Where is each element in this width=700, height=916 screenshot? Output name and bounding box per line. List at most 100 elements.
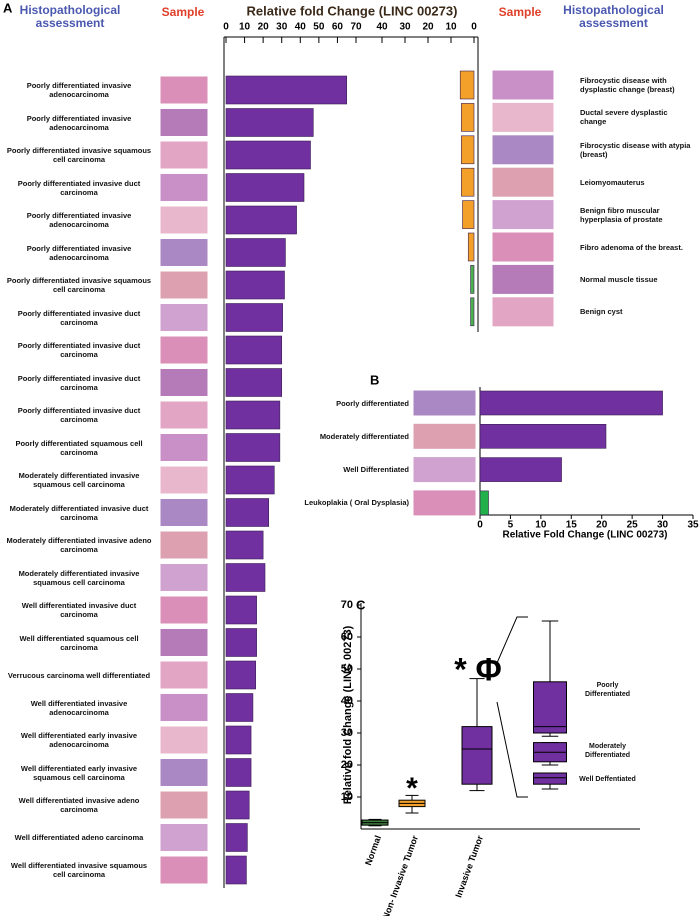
x-tick-label: 35: [687, 520, 699, 531]
bar: [225, 498, 270, 527]
bar: [461, 135, 475, 165]
bar: [225, 303, 283, 332]
category-label: Well differentiated invasive squamous ce…: [10, 861, 148, 879]
bar: [225, 530, 264, 560]
sample-image: [412, 489, 477, 517]
bar: [225, 725, 252, 755]
bar: [225, 465, 275, 495]
category-label: Fibrocystic disease with atypia (breast): [580, 140, 691, 159]
annotation: *: [406, 772, 418, 805]
y-tick-label: 20: [341, 759, 353, 771]
bar: [225, 693, 254, 722]
category-label: Poorly differentiated invasive adenocarc…: [26, 243, 132, 262]
sample-image: [159, 563, 209, 592]
sample-image: [412, 456, 477, 484]
sample-image: [159, 725, 209, 755]
y-tick-label: 60: [341, 631, 353, 643]
category-label: Poorly differentiated squamous cell carc…: [15, 438, 143, 457]
sample-image: [159, 433, 209, 462]
bar: [225, 595, 257, 625]
category-label: Moderately differentiated invasive squam…: [18, 471, 140, 489]
category-label: Moderately differentiated: [319, 431, 409, 441]
panel-label: B: [370, 372, 379, 387]
bar: [225, 660, 257, 690]
column-header: Sample: [162, 5, 205, 19]
x-tick-label: 5: [508, 520, 514, 531]
category-label: Poorly differentiated invasive duct carc…: [17, 178, 141, 197]
category-label: Well differentiated early invasive squam…: [20, 763, 138, 782]
sample-image: [491, 69, 555, 101]
x-tick-label: 50: [313, 22, 325, 33]
bar: [225, 140, 311, 170]
bar: [225, 108, 314, 137]
sample-image: [491, 101, 555, 133]
x-tick-label: 60: [332, 22, 344, 33]
category-label: Poorly differentiated invasive adenocarc…: [26, 211, 132, 229]
inset-label: Well Deffentiated: [579, 775, 636, 783]
category-label: Well differentiated invasive duct carcin…: [21, 601, 137, 619]
bar: [479, 423, 607, 449]
bar: [225, 823, 248, 852]
bar: [225, 270, 285, 300]
sample-image: [159, 790, 209, 820]
sample-image: [159, 758, 209, 787]
box: [461, 726, 493, 785]
category-label: Moderately differentiated invasive duct …: [9, 503, 149, 522]
sample-image: [159, 205, 209, 235]
column-header: Histopathological assessment: [19, 3, 121, 30]
x-tick-label: 30: [657, 520, 669, 531]
bar: [467, 232, 475, 262]
bar: [479, 457, 562, 482]
sample-image: [159, 108, 209, 137]
category-label: Poorly differentiated invasive duct carc…: [17, 308, 141, 327]
sample-image: [412, 389, 477, 417]
category-label: Ductal severe dysplastic change: [580, 108, 668, 127]
x-tick-label: 40: [295, 22, 307, 33]
panel-label: A: [3, 0, 13, 15]
category-label: Well differentiated invasive adenocarcin…: [30, 698, 128, 717]
sample-image: [159, 530, 209, 560]
y-axis-label: Relative fold Change (LINC 00273): [342, 625, 354, 804]
x-tick-label: 20: [596, 520, 608, 531]
bar: [225, 75, 348, 105]
category-label: Fibrocystic disease with dysplastic chan…: [580, 76, 675, 94]
sample-image: [159, 855, 209, 885]
category-label: Moderately differentiated invasive squam…: [18, 568, 140, 587]
sample-image: [159, 335, 209, 365]
sample-image: [491, 134, 555, 166]
x-tick-label: Invasive Tumor: [453, 834, 485, 899]
sample-image: [491, 296, 555, 328]
x-tick-label: 25: [627, 520, 639, 531]
annotation: * Φ: [454, 651, 502, 687]
category-label: Poorly differentiated invasive duct carc…: [17, 341, 141, 359]
category-label: Well differentiated early invasive adeno…: [20, 731, 138, 749]
y-tick-label: 50: [341, 663, 353, 675]
inset-label: Moderately Differentiated: [584, 743, 631, 759]
x-tick-label: 0: [223, 22, 229, 33]
sample-image: [491, 199, 555, 231]
bar: [225, 790, 250, 820]
x-tick-label: 20: [258, 22, 270, 33]
sample-image: [159, 238, 209, 267]
x-tick-label: Normal: [363, 834, 383, 867]
category-label: Benign cyst: [580, 307, 623, 317]
bar: [225, 758, 252, 787]
bar: [461, 103, 475, 132]
sample-image: [412, 422, 477, 450]
category-label: Normal muscle tissue: [580, 274, 658, 284]
category-label: Leukoplakia ( Oral Dysplasia): [304, 498, 409, 508]
x-tick-label: 0: [471, 22, 477, 33]
category-label: Fibro adenoma of the breast.: [580, 242, 683, 252]
x-tick-label: 70: [350, 22, 362, 33]
sample-image: [491, 263, 555, 295]
category-label: Moderately differentiated invasive adeno…: [6, 536, 152, 554]
bar: [461, 167, 475, 197]
sample-image: [159, 498, 209, 527]
sample-image: [159, 303, 209, 332]
category-label: Benign fibro muscular hyperplasia of pro…: [580, 205, 663, 224]
y-tick-label: 30: [341, 727, 353, 739]
sample-image: [159, 693, 209, 722]
x-axis-label: Relative Fold Change (LINC 00273): [502, 530, 667, 541]
sample-image: [159, 823, 209, 852]
